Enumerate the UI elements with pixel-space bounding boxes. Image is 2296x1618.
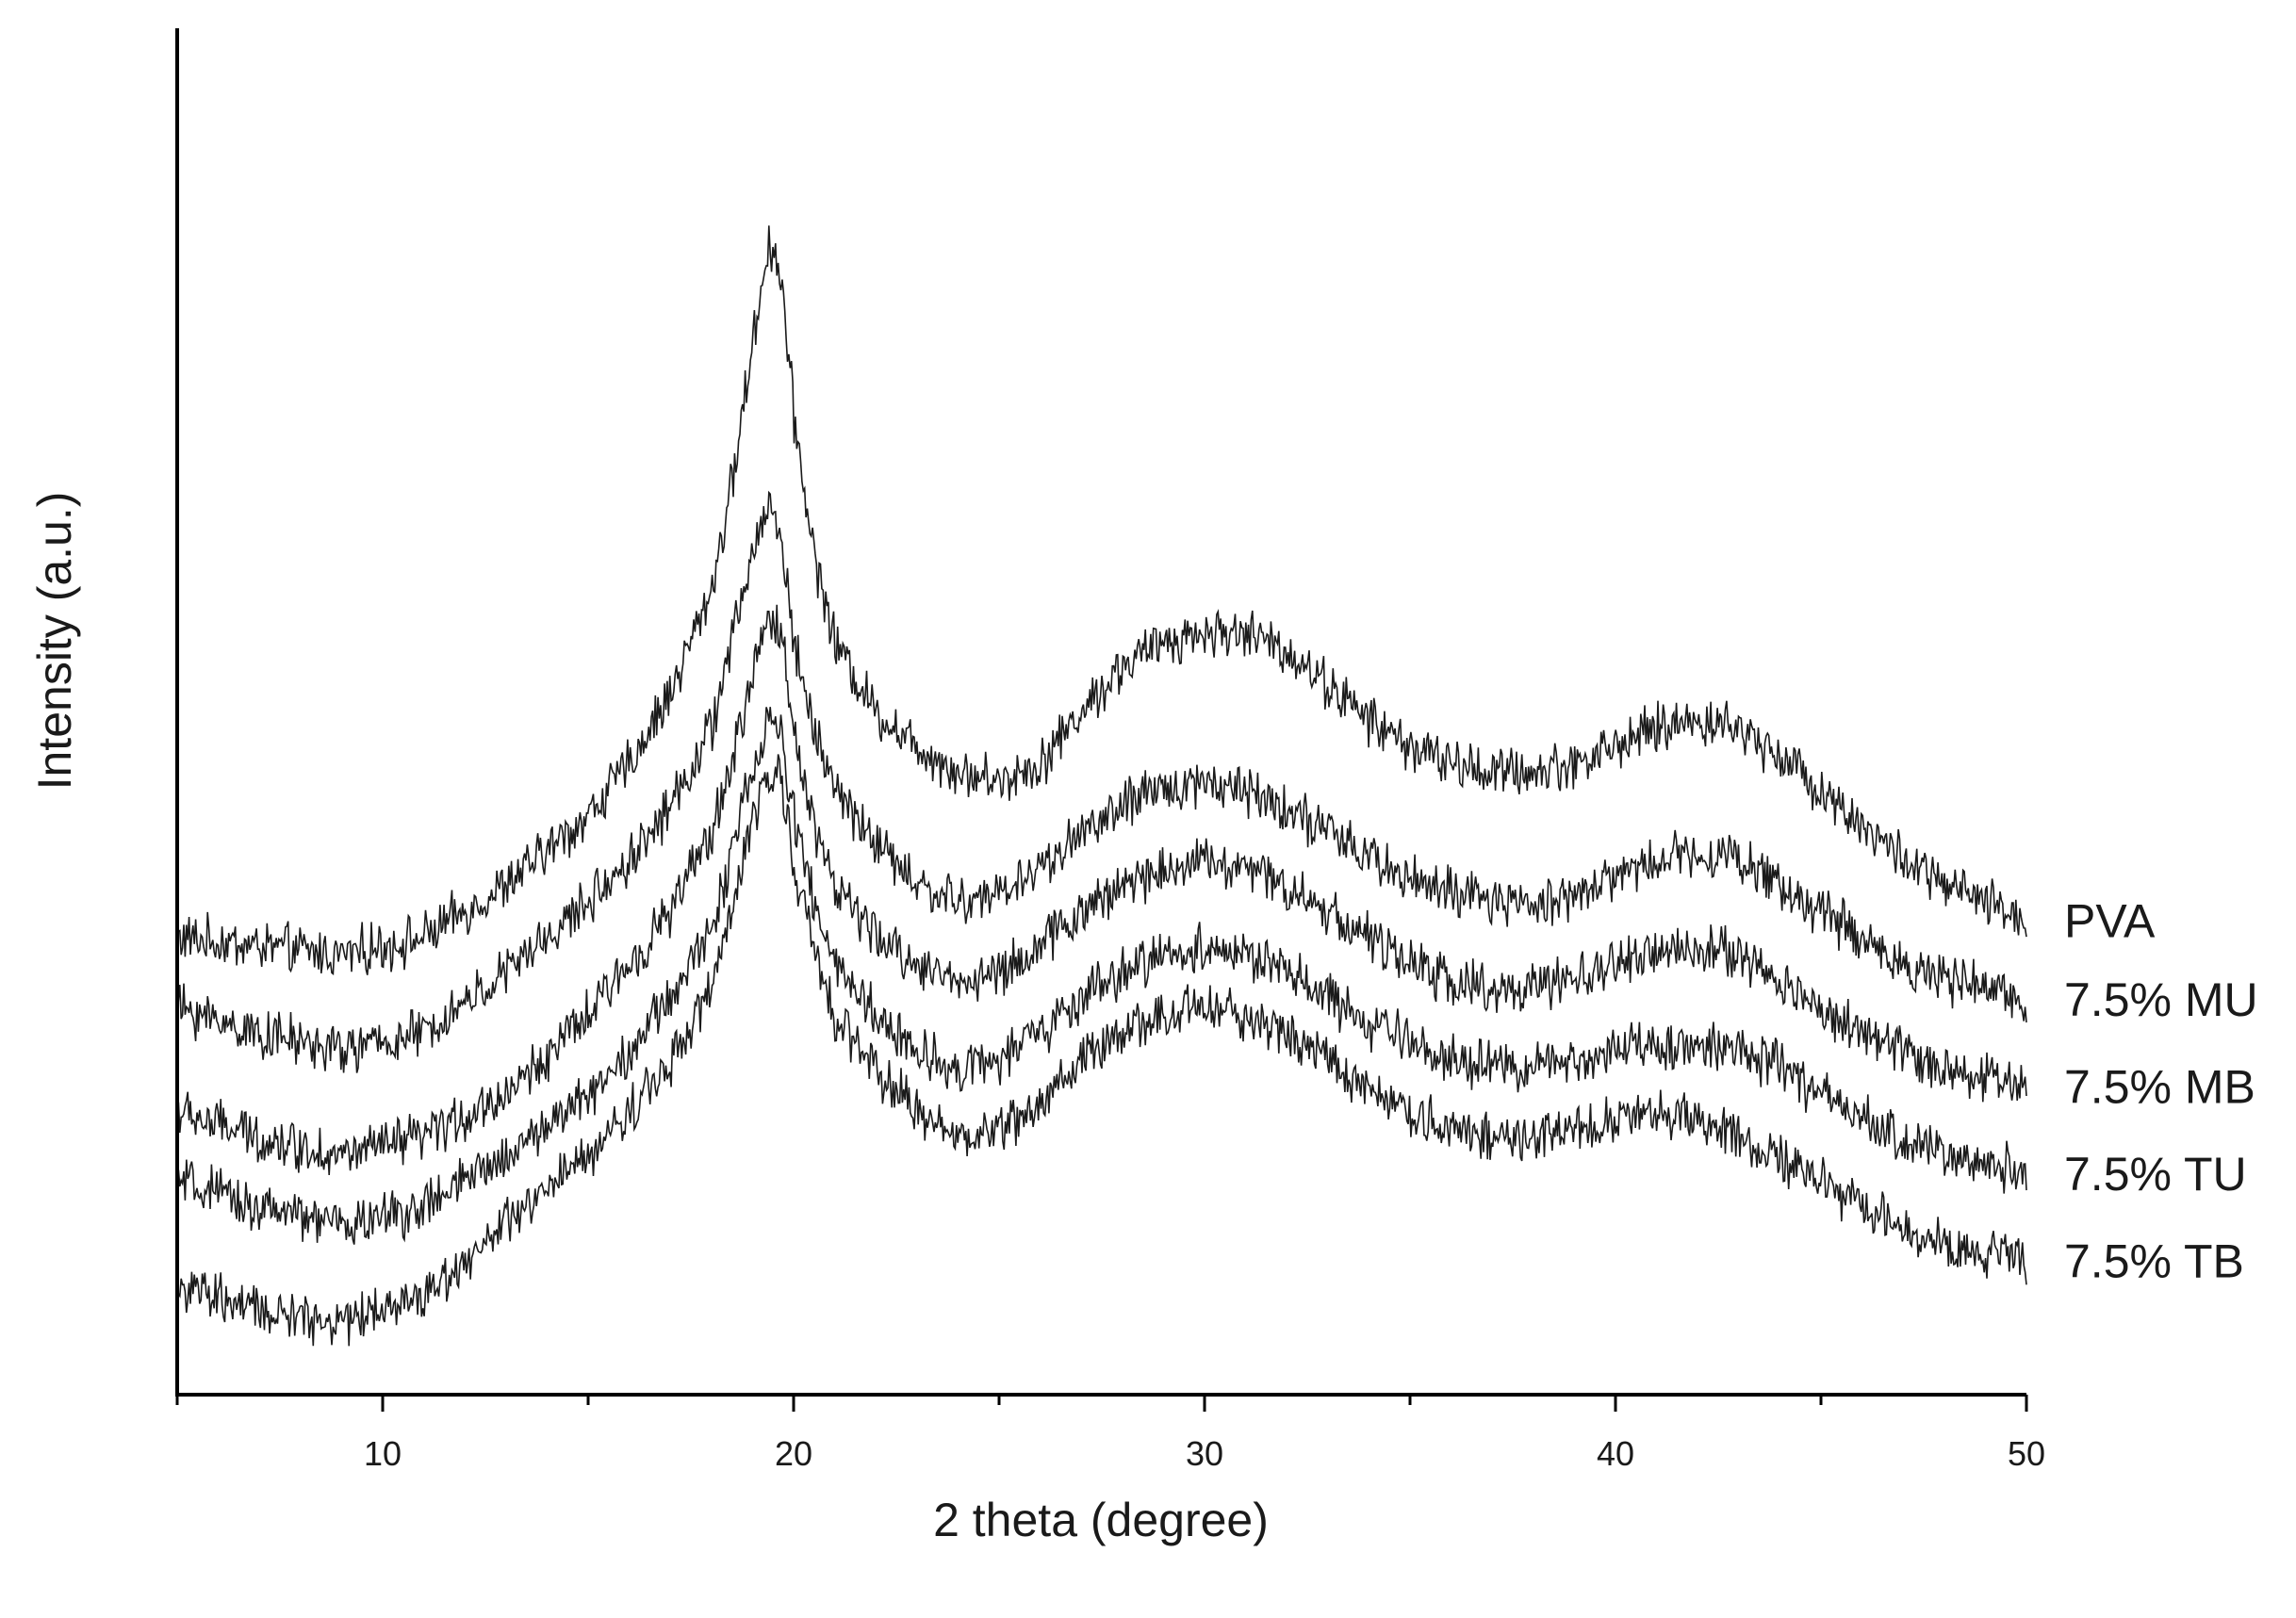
- y-axis-title: Intensity (a.u.): [28, 492, 81, 791]
- series-label-4: 7.5% TU: [2064, 1148, 2247, 1201]
- axes-layer: [175, 28, 2026, 1397]
- x-tick-label: 10: [364, 1434, 402, 1473]
- series-labels: PVA 7.5% MU 7.5% MB 7.5% TU 7.5% TB: [2064, 895, 2258, 1288]
- series-layer: [176, 225, 2027, 1347]
- x-tick-label: 40: [1597, 1434, 1634, 1473]
- series-line-5: [176, 754, 2027, 1347]
- series-label-3: 7.5% MB: [2064, 1060, 2255, 1113]
- x-tick-label: 30: [1186, 1434, 1223, 1473]
- series-line-4: [176, 707, 2027, 1245]
- x-ticks: 10 20 30 40 50: [175, 1395, 2045, 1473]
- x-tick-label: 20: [775, 1434, 812, 1473]
- x-axis-title: 2 theta (degree): [933, 1494, 1269, 1546]
- series-label-5: 7.5% TB: [2064, 1234, 2244, 1287]
- series-label-2: 7.5% MU: [2064, 973, 2258, 1026]
- x-tick-label: 50: [2008, 1434, 2045, 1473]
- series-line-1: [176, 225, 2027, 975]
- series-line-2: [176, 490, 2027, 1073]
- series-label-1: PVA: [2064, 895, 2156, 948]
- series-line-3: [176, 604, 2027, 1176]
